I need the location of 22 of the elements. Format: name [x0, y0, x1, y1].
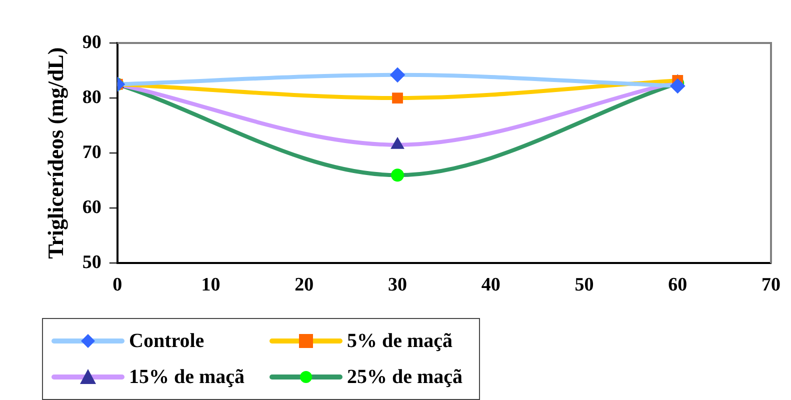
x-tick-label: 0	[112, 274, 122, 296]
y-tick-label: 90	[82, 32, 102, 53]
x-tick-label: 60	[668, 274, 688, 296]
x-tick-label: 10	[201, 274, 220, 296]
legend-label: 25% de maçã	[347, 366, 463, 388]
y-tick-label: 70	[82, 142, 102, 164]
legend-label: 5% de maçã	[347, 330, 453, 352]
y-tick-label: 50	[82, 252, 102, 274]
x-tick-label: 40	[481, 274, 500, 296]
x-tick-label: 20	[294, 274, 314, 296]
x-tick-label: 50	[574, 274, 594, 296]
y-tick-label: 60	[82, 197, 102, 218]
y-tick-label: 80	[82, 86, 102, 108]
legend-label: Controle	[129, 330, 204, 352]
point	[392, 92, 403, 104]
point	[391, 168, 404, 182]
legend-label: 15% de maçã	[129, 366, 245, 388]
point	[390, 67, 406, 82]
y-axis-title: Triglicerídeos (mg/dL)	[42, 47, 68, 259]
point	[670, 78, 686, 94]
x-tick-label: 70	[762, 274, 780, 296]
x-tick-label: 30	[388, 274, 408, 296]
